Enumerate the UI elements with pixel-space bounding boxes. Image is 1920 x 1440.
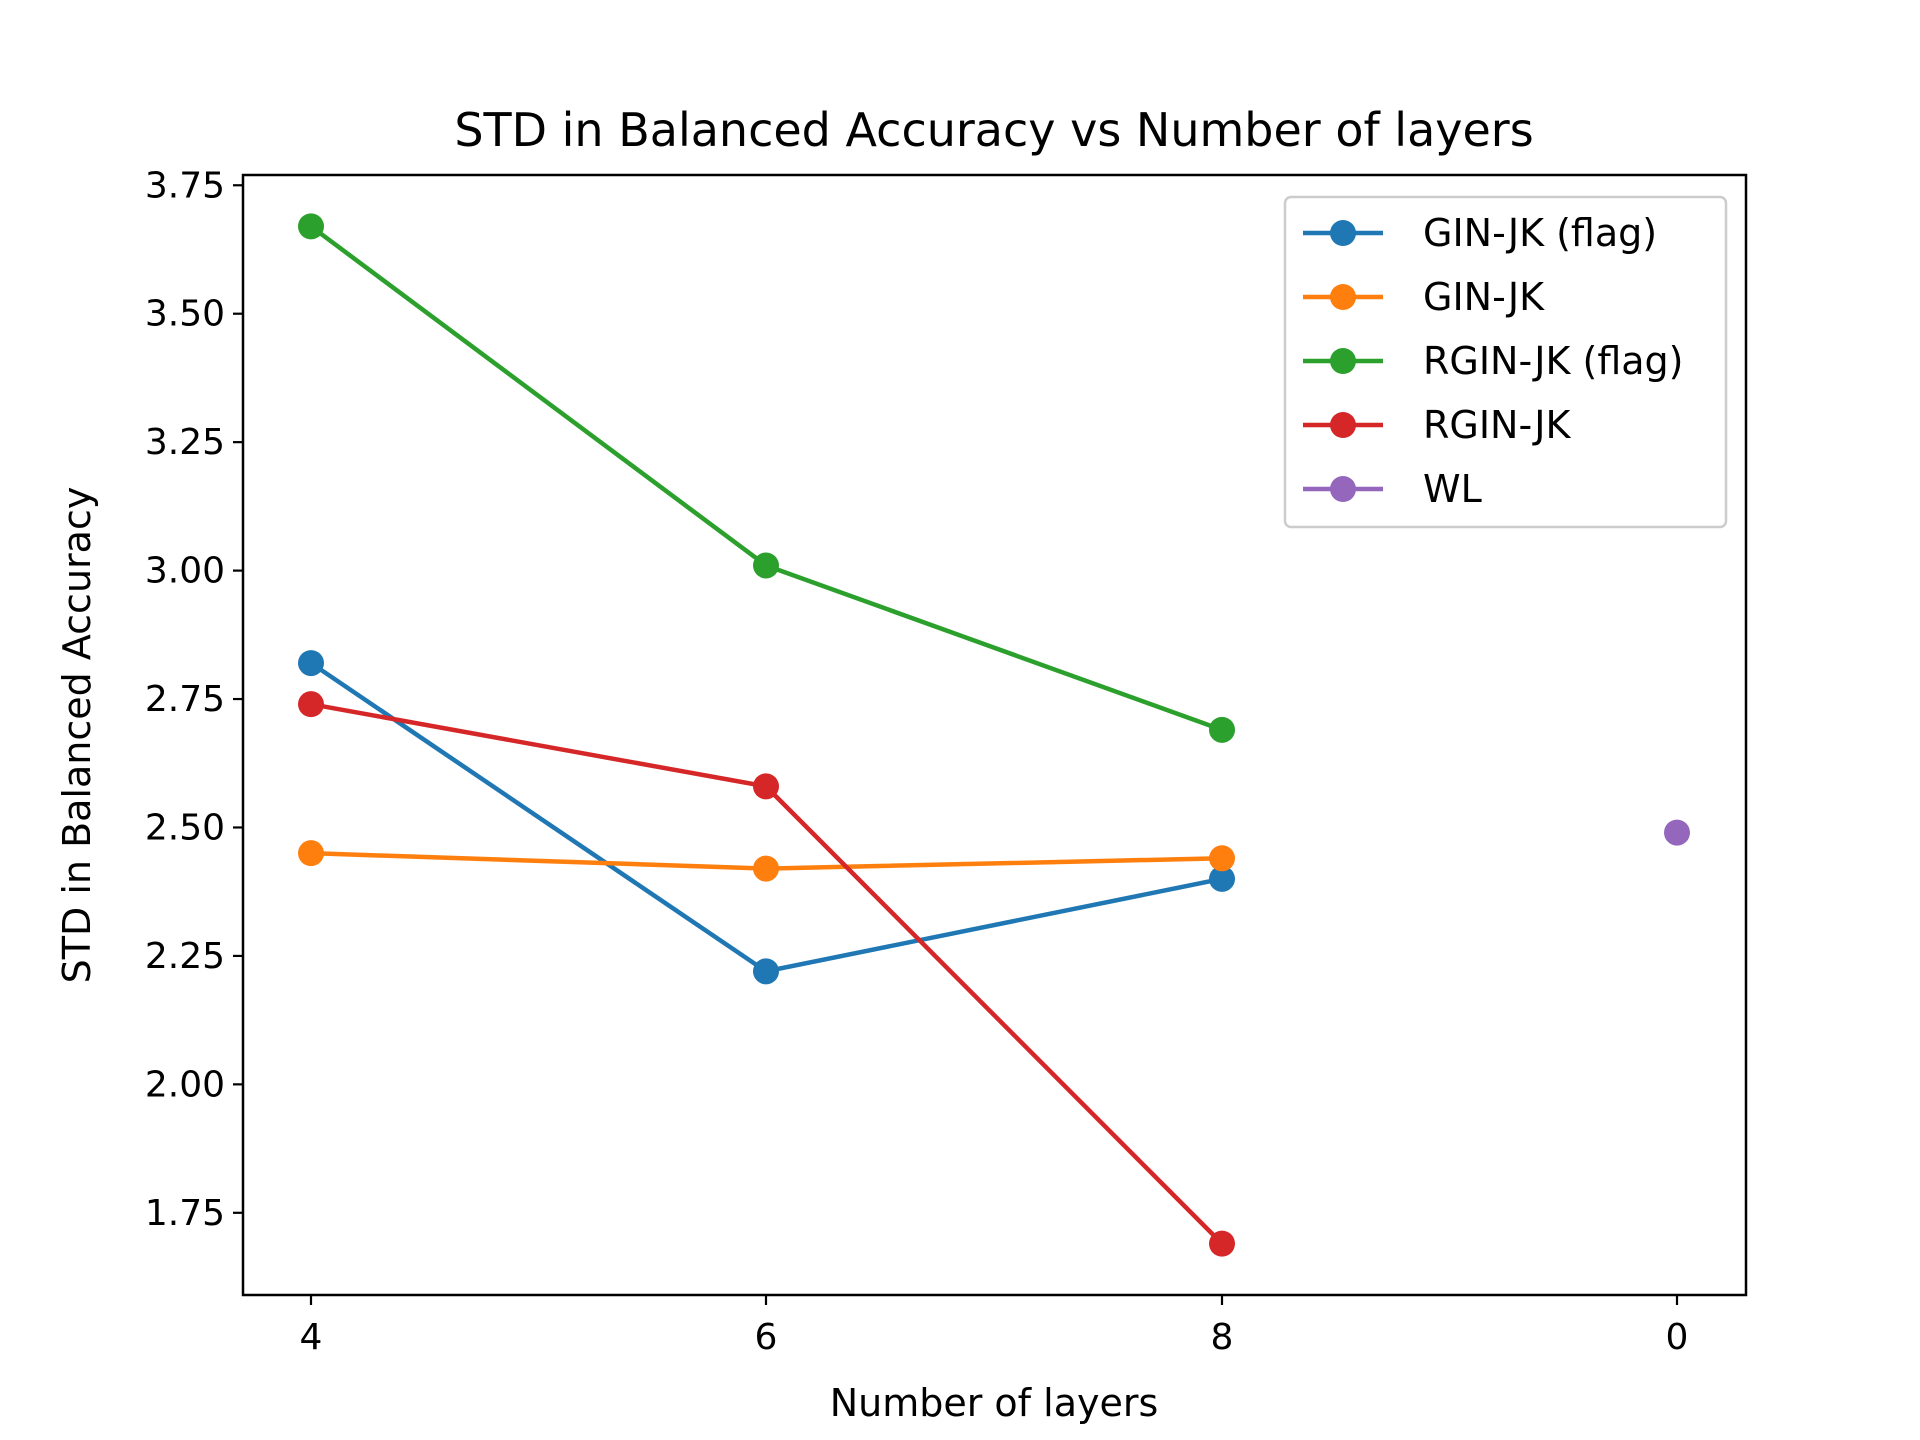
y-tick-label: 2.75 xyxy=(145,679,225,720)
y-tick-label: 3.75 xyxy=(145,165,225,206)
y-tick-label: 3.50 xyxy=(145,294,225,335)
data-point xyxy=(1209,845,1235,872)
y-axis-label: STD in Balanced Accuracy xyxy=(55,487,99,984)
chart-title: STD in Balanced Accuracy vs Number of la… xyxy=(454,103,1533,157)
x-axis-label: Number of layers xyxy=(830,1381,1159,1425)
legend-label: GIN-JK (flag) xyxy=(1423,211,1657,255)
legend-label: RGIN-JK xyxy=(1423,403,1572,447)
legend-box xyxy=(1283,195,1728,529)
legend-marker xyxy=(1330,476,1356,502)
x-tick-label: 0 xyxy=(1666,1317,1689,1358)
data-point xyxy=(1209,1230,1235,1257)
legend-label: RGIN-JK (flag) xyxy=(1423,339,1684,383)
legend-label: GIN-JK xyxy=(1423,275,1545,319)
y-tick-label: 3.00 xyxy=(145,551,225,592)
data-point xyxy=(1209,716,1235,743)
legend-marker xyxy=(1330,412,1356,438)
y-tick-label: 2.25 xyxy=(145,936,225,977)
data-point xyxy=(753,958,779,985)
x-tick-label: 4 xyxy=(300,1317,323,1358)
x-tick-label: 6 xyxy=(755,1317,778,1358)
data-point xyxy=(298,650,324,677)
data-point xyxy=(298,691,324,718)
y-tick-label: 2.00 xyxy=(145,1064,225,1105)
plot-frame xyxy=(241,173,1748,1297)
data-point xyxy=(1664,819,1690,846)
data-point xyxy=(753,773,779,800)
legend: GIN-JK (flag) GIN-JK RGIN-JK (flag) RGIN-JK… xyxy=(1283,195,1728,529)
y-tick-label: 1.75 xyxy=(145,1193,225,1234)
legend-marker xyxy=(1330,284,1356,310)
y-tick-label: 3.25 xyxy=(145,422,225,463)
y-tick-label: 2.50 xyxy=(145,807,225,848)
legend-marker xyxy=(1330,220,1356,246)
data-point xyxy=(1209,865,1235,892)
x-tick-label: 8 xyxy=(1211,1317,1234,1358)
data-point xyxy=(298,840,324,867)
data-point xyxy=(298,213,324,240)
data-point xyxy=(753,552,779,579)
data-point xyxy=(753,855,779,882)
legend-label: WL xyxy=(1423,467,1482,511)
legend-marker xyxy=(1330,348,1356,374)
